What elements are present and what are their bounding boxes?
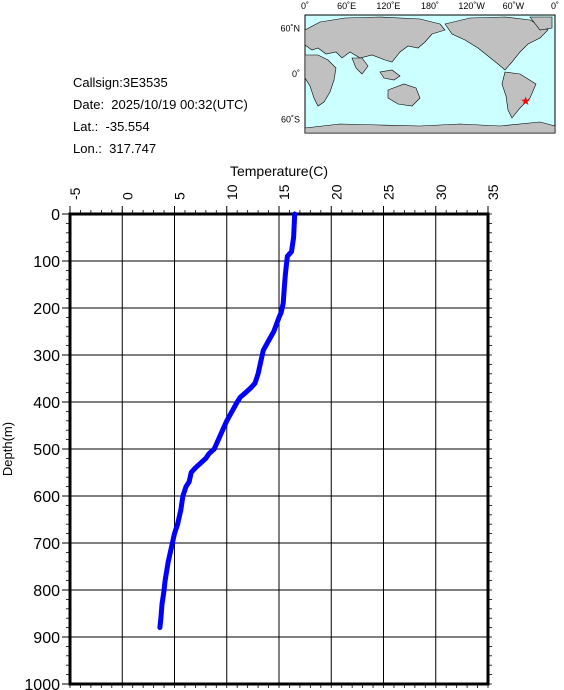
map-lon-label: 180˚: [421, 1, 439, 11]
y-tick-label: 700: [33, 536, 60, 553]
x-axis-label: Temperature(C): [230, 163, 328, 179]
map-lon-label: 60˚W: [503, 1, 525, 11]
y-tick-label: 900: [33, 630, 60, 647]
date-text: Date: 2025/10/19 00:32(UTC): [73, 97, 248, 112]
map-lon-label: 60˚E: [337, 1, 356, 11]
y-tick-label: 100: [33, 254, 60, 271]
antarctica-landmass: [304, 121, 556, 134]
x-tick-label: 5: [172, 192, 188, 200]
x-axis-ticks: -5 0 5 10 15 20 25 30 35: [67, 184, 501, 688]
cast-info-panel: Callsign:3E3535 Date: 2025/10/19 00:32(U…: [73, 72, 248, 160]
temperature-profile-line: [157, 211, 298, 631]
map-lon-label: 0˚: [301, 1, 309, 11]
map-lat-label: 60˚S: [281, 114, 300, 124]
y-tick-label: 400: [33, 395, 60, 412]
se-asia-islands: [379, 69, 401, 81]
callsign-text: Callsign:3E3535: [73, 75, 168, 90]
eurasia-landmass: [304, 16, 446, 63]
greenland-landmass: [529, 16, 553, 31]
map-lon-label: 0˚: [551, 1, 559, 11]
latitude-text: Lat.: -35.554: [73, 119, 150, 134]
y-axis-ticks: 0 100 200 300 400 500 600 700 800 900 1000: [24, 207, 492, 690]
y-tick-label: 800: [33, 583, 60, 600]
x-tick-label: 10: [224, 184, 240, 200]
y-tick-label: 600: [33, 489, 60, 506]
y-tick-label: 1000: [24, 677, 60, 690]
map-lat-label: 0˚: [292, 69, 300, 79]
longitude-text: Lon.: 317.747: [73, 141, 157, 156]
map-lon-label: 120˚E: [376, 1, 400, 11]
x-tick-label: 35: [485, 184, 501, 200]
map-lat-label: 60˚N: [280, 24, 300, 34]
map-latitude-labels: 60˚N 0˚ 60˚S: [280, 24, 300, 125]
chart-grid: [69, 213, 489, 685]
map-marker: ★: [520, 94, 531, 108]
africa-landmass: [304, 54, 337, 107]
y-tick-label: 0: [51, 207, 60, 224]
map-land: [304, 16, 556, 134]
australia-landmass: [387, 83, 421, 107]
x-tick-label: -5: [67, 187, 83, 200]
x-tick-label: 15: [276, 184, 292, 200]
y-tick-label: 200: [33, 301, 60, 318]
x-tick-label: 0: [119, 192, 135, 200]
map-longitude-labels: 0˚ 60˚E 120˚E 180˚ 120˚W 60˚W 0˚: [301, 1, 559, 11]
south-america-landmass: [501, 71, 537, 119]
y-tick-label: 500: [33, 442, 60, 459]
map-lon-label: 120˚W: [458, 1, 485, 11]
x-tick-label: 30: [433, 184, 449, 200]
y-axis-label: Depth(m): [0, 422, 15, 476]
x-tick-label: 20: [328, 184, 344, 200]
india-landmass: [351, 57, 369, 75]
x-tick-label: 25: [381, 184, 397, 200]
north-america-landmass: [444, 16, 549, 71]
y-tick-label: 300: [33, 348, 60, 365]
